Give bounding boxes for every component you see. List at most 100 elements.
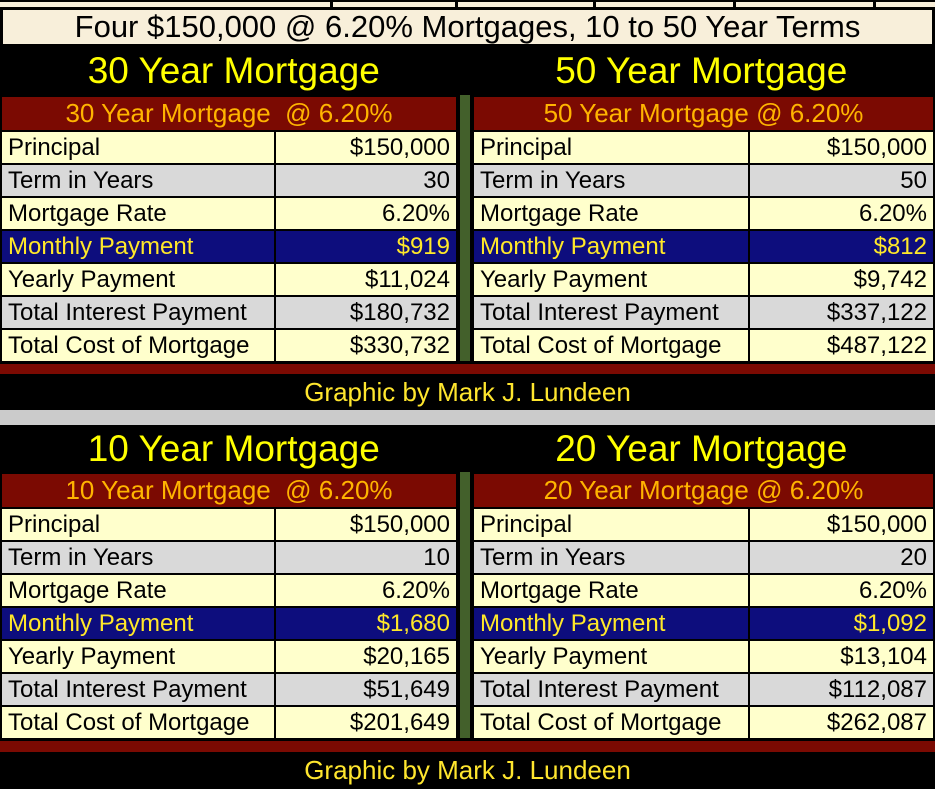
row-value: 50	[748, 163, 935, 198]
table-header-10yr: 10 Year Mortgage @ 6.20%	[0, 472, 458, 509]
row-value: 20	[748, 540, 935, 575]
row-value: $9,742	[748, 262, 935, 297]
table-row: Total Cost of Mortgage $330,732	[0, 328, 458, 361]
table-row-highlight: Monthly Payment $1,092	[472, 606, 935, 641]
row-value: 6.20%	[748, 573, 935, 608]
row-label: Mortgage Rate	[0, 573, 276, 608]
row-label: Total Interest Payment	[472, 295, 750, 330]
row-value: $330,732	[274, 328, 458, 361]
mortgage-table-10yr: 10 Year Mortgage @ 6.20% Principal $150,0…	[0, 472, 458, 738]
row-label: Mortgage Rate	[472, 573, 750, 608]
row-label: Mortgage Rate	[0, 196, 276, 231]
row-value: $112,087	[748, 672, 935, 707]
row-label: Principal	[0, 507, 276, 542]
table-row: Term in Years 20	[472, 540, 935, 575]
row-label: Total Cost of Mortgage	[472, 328, 750, 361]
row-label: Total Cost of Mortgage	[0, 328, 276, 361]
row-value: $337,122	[748, 295, 935, 330]
section-title-10yr: 10 Year Mortgage	[87, 427, 380, 469]
grid-tick	[873, 2, 876, 7]
row-label: Yearly Payment	[0, 262, 276, 297]
table-row: Total Interest Payment $112,087	[472, 672, 935, 707]
row-label: Term in Years	[0, 163, 276, 198]
credit-line: Graphic by Mark J. Lundeen	[0, 374, 935, 410]
table-row: Term in Years 10	[0, 540, 458, 575]
table-row: Term in Years 50	[472, 163, 935, 198]
table-header-50yr: 50 Year Mortgage @ 6.20%	[472, 95, 935, 132]
row-label: Yearly Payment	[472, 262, 750, 297]
row-label: Total Cost of Mortgage	[0, 705, 276, 738]
row-label: Monthly Payment	[0, 229, 276, 264]
row-label: Total Interest Payment	[0, 672, 276, 707]
row-value: $919	[274, 229, 458, 264]
row-label: Total Interest Payment	[0, 295, 276, 330]
divider-gray	[0, 410, 935, 425]
row-value: 30	[274, 163, 458, 198]
row-value: $812	[748, 229, 935, 264]
grid-tick	[455, 2, 458, 7]
row-label: Monthly Payment	[472, 606, 750, 641]
row-label: Total Cost of Mortgage	[472, 705, 750, 738]
row-label: Principal	[472, 507, 750, 542]
row-value: 6.20%	[274, 573, 458, 608]
table-row: Mortgage Rate 6.20%	[472, 196, 935, 231]
row-label: Yearly Payment	[0, 639, 276, 674]
table-row: Principal $150,000	[472, 130, 935, 165]
table-row-highlight: Monthly Payment $1,680	[0, 606, 458, 641]
section-title-20yr: 20 Year Mortgage	[555, 427, 848, 469]
mortgage-table-30yr: 30 Year Mortgage @ 6.20% Principal $150,0…	[0, 95, 458, 361]
row-value: $150,000	[274, 130, 458, 165]
section-title-50yr: 50 Year Mortgage	[555, 50, 848, 91]
table-header-30yr: 30 Year Mortgage @ 6.20%	[0, 95, 458, 132]
row-value: 6.20%	[748, 196, 935, 231]
divider-maroon	[0, 738, 935, 752]
row-value: $20,165	[274, 639, 458, 674]
divider-maroon	[0, 361, 935, 374]
row-value: $1,092	[748, 606, 935, 641]
row-label: Term in Years	[472, 540, 750, 575]
table-row: Yearly Payment $9,742	[472, 262, 935, 297]
table-row: Total Interest Payment $51,649	[0, 672, 458, 707]
row-label: Total Interest Payment	[472, 672, 750, 707]
table-row-highlight: Monthly Payment $919	[0, 229, 458, 264]
row-label: Monthly Payment	[472, 229, 750, 264]
table-row: Total Cost of Mortgage $487,122	[472, 328, 935, 361]
row-label: Principal	[472, 130, 750, 165]
row-value: $150,000	[274, 507, 458, 542]
table-row: Yearly Payment $13,104	[472, 639, 935, 674]
main-title: Four $150,000 @ 6.20% Mortgages, 10 to 5…	[0, 7, 935, 47]
table-row: Term in Years 30	[0, 163, 458, 198]
row-value: 6.20%	[274, 196, 458, 231]
section-title-30yr: 30 Year Mortgage	[87, 50, 380, 91]
table-row: Total Interest Payment $337,122	[472, 295, 935, 330]
grid-tick	[593, 2, 596, 7]
table-row: Yearly Payment $20,165	[0, 639, 458, 674]
row-label: Monthly Payment	[0, 606, 276, 641]
divider-green	[458, 472, 472, 738]
row-label: Principal	[0, 130, 276, 165]
row-label: Mortgage Rate	[472, 196, 750, 231]
row-value: $51,649	[274, 672, 458, 707]
row-value: $150,000	[748, 507, 935, 542]
row-value: $201,649	[274, 705, 458, 738]
table-header-20yr: 20 Year Mortgage @ 6.20%	[472, 472, 935, 509]
row-label: Term in Years	[472, 163, 750, 198]
row-value: 10	[274, 540, 458, 575]
mortgage-table-50yr: 50 Year Mortgage @ 6.20% Principal $150,0…	[472, 95, 935, 361]
table-row: Mortgage Rate 6.20%	[0, 196, 458, 231]
row-value: $150,000	[748, 130, 935, 165]
section-heading-band-bottom: 10 Year Mortgage 20 Year Mortgage	[0, 425, 935, 472]
row-value: $180,732	[274, 295, 458, 330]
credit-line: Graphic by Mark J. Lundeen	[0, 752, 935, 789]
table-row: Yearly Payment $11,024	[0, 262, 458, 297]
row-value: $13,104	[748, 639, 935, 674]
tables-row-bottom: 10 Year Mortgage @ 6.20% Principal $150,0…	[0, 472, 935, 738]
row-value: $262,087	[748, 705, 935, 738]
section-heading-band-top: 30 Year Mortgage 50 Year Mortgage	[0, 47, 935, 95]
table-row: Total Cost of Mortgage $262,087	[472, 705, 935, 738]
row-value: $11,024	[274, 262, 458, 297]
table-row: Principal $150,000	[472, 507, 935, 542]
table-row: Mortgage Rate 6.20%	[0, 573, 458, 608]
table-row: Total Cost of Mortgage $201,649	[0, 705, 458, 738]
row-label: Yearly Payment	[472, 639, 750, 674]
